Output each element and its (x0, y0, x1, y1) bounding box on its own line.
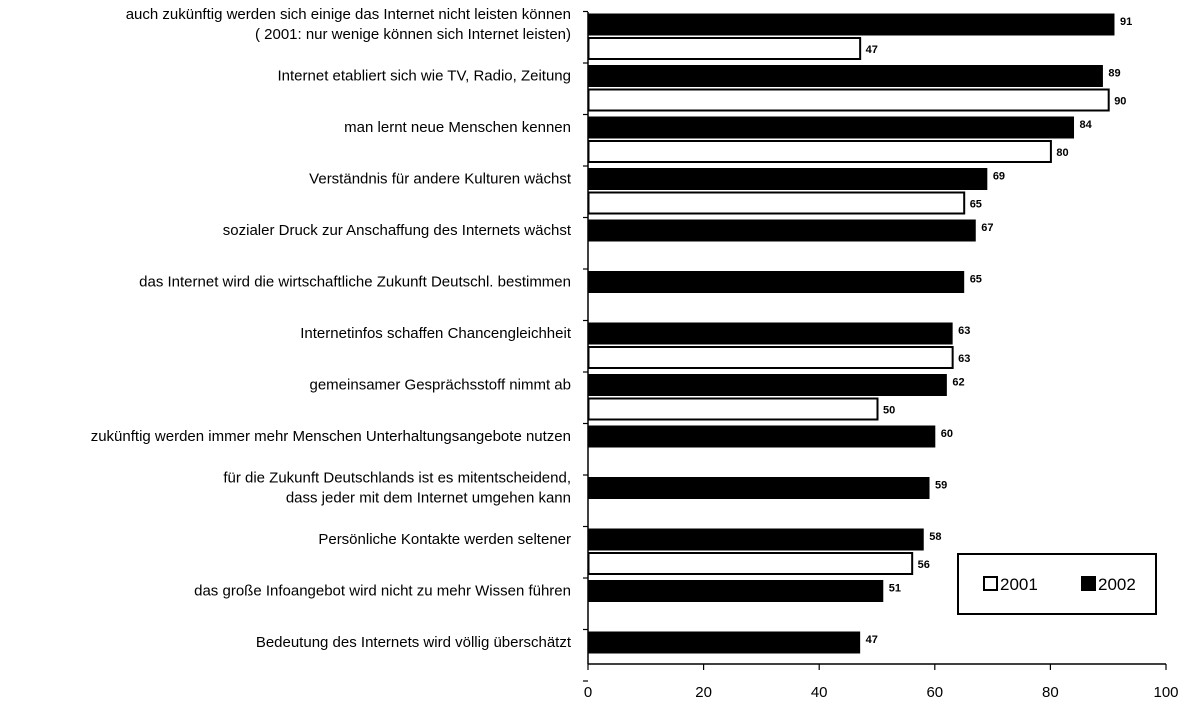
legend-label-2001: 2001 (1000, 575, 1038, 594)
value-label-2001: 47 (866, 44, 878, 56)
bar-2001 (587, 140, 1052, 163)
category-label: das Internet wird die wirtschaftliche Zu… (139, 273, 571, 290)
legend-label-2002: 2002 (1098, 575, 1136, 594)
bar-2001 (587, 552, 914, 575)
category-label: das große Infoangebot wird nicht zu mehr… (194, 582, 571, 599)
bar-2001 (587, 346, 954, 369)
legend-swatch-2002 (1081, 576, 1096, 591)
bar-2002 (587, 374, 947, 396)
value-label-2002: 65 (970, 274, 982, 286)
category-label: dass jeder mit dem Internet umgehen kann (286, 489, 571, 506)
value-label-2001: 65 (970, 199, 982, 211)
category-label: ( 2001: nur wenige können sich Internet … (255, 26, 571, 43)
value-label-2002: 63 (958, 325, 970, 337)
x-tick-label: 0 (584, 684, 592, 701)
category-labels: auch zukünftig werden sich einige das In… (91, 6, 572, 651)
axes: 0 20 40 60 80 100 (583, 10, 1179, 701)
bar-2001 (587, 191, 966, 215)
bar-2002 (587, 116, 1075, 139)
value-label-2001: 63 (958, 353, 970, 365)
x-tick-label: 20 (695, 684, 712, 701)
bar-2002 (587, 631, 861, 654)
category-label: sozialer Druck zur Anschaffung des Inter… (223, 222, 572, 239)
value-label-2002: 89 (1108, 68, 1120, 80)
category-label: für die Zukunft Deutschlands ist es mite… (223, 469, 571, 486)
value-label-2002: 62 (952, 377, 964, 389)
legend-swatch-2001 (983, 576, 998, 591)
value-label-2002: 91 (1120, 16, 1132, 28)
bar-2002 (587, 528, 924, 551)
value-label-2002: 58 (929, 531, 941, 543)
value-label-2001: 80 (1056, 147, 1068, 159)
value-label-2002: 51 (889, 583, 901, 595)
value-label-2001: 90 (1114, 96, 1126, 108)
value-label-2002: 69 (993, 171, 1005, 183)
value-label-2002: 67 (981, 222, 993, 234)
value-label-2001: 50 (883, 405, 895, 417)
x-tick-label: 80 (1042, 684, 1059, 701)
bar-2002 (587, 322, 953, 345)
x-tick-label: 100 (1153, 684, 1178, 701)
bar-2002 (587, 580, 884, 602)
x-tick-label: 60 (926, 684, 943, 701)
bar-2001 (587, 88, 1110, 112)
category-label: Bedeutung des Internets wird völlig über… (256, 634, 572, 651)
category-label: Verständnis für andere Kulturen wächst (309, 170, 572, 187)
bar-2001 (587, 397, 879, 421)
bar-2002 (587, 65, 1103, 87)
category-label: Internetinfos schaffen Chancengleichheit (300, 325, 572, 342)
value-label-2002: 59 (935, 480, 947, 492)
bar-2002 (587, 271, 965, 293)
bar-2002 (587, 425, 936, 448)
category-label: man lernt neue Menschen kennen (344, 119, 571, 136)
value-label-2001: 56 (918, 559, 930, 571)
category-label: Internet etabliert sich wie TV, Radio, Z… (278, 67, 572, 84)
value-label-2002: 84 (1080, 119, 1093, 131)
category-label: zukünftig werden immer mehr Menschen Unt… (91, 428, 571, 445)
bar-2001 (587, 37, 862, 60)
bar-2002 (587, 168, 988, 190)
bar-2002 (587, 13, 1115, 36)
category-label: Persönliche Kontakte werden seltener (318, 531, 571, 548)
value-label-2002: 60 (941, 428, 953, 440)
bar-2002 (587, 477, 930, 499)
category-label: auch zukünftig werden sich einige das In… (126, 6, 571, 23)
x-tick-label: 40 (811, 684, 828, 701)
category-label: gemeinsamer Gesprächsstoff nimmt ab (310, 376, 572, 393)
value-label-2002: 47 (866, 634, 878, 646)
value-labels: 91 47 89 90 84 80 69 65 67 65 63 63 62 50 60 59 58 56 51 47 (866, 16, 1133, 646)
legend: 2001 2002 (957, 553, 1157, 615)
bar-2002 (587, 219, 976, 242)
